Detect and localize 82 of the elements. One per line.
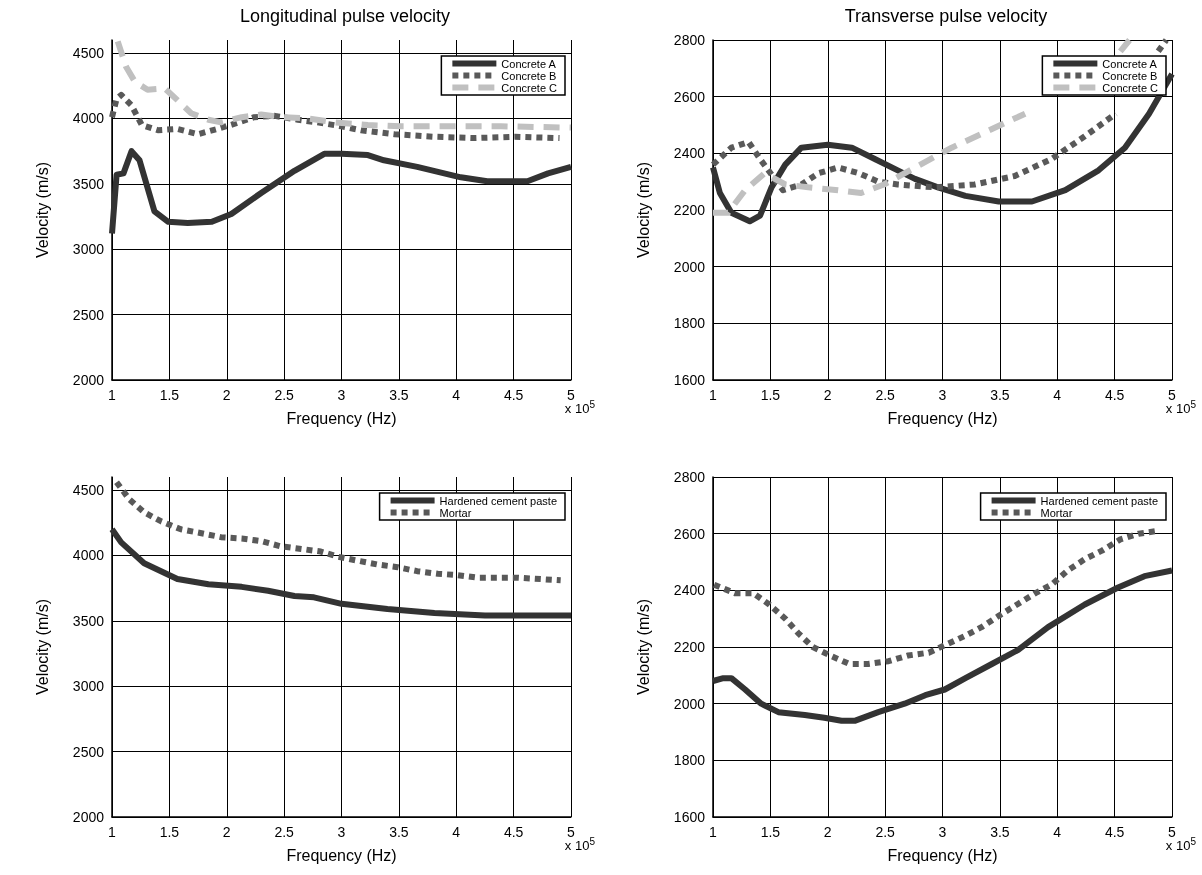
legend-label: Hardened cement paste (1040, 494, 1159, 507)
x-tick-label: 1.5 (760, 824, 781, 840)
x-tick-label: 5 (1168, 824, 1177, 840)
y-axis-title: Velocity (m/s) (634, 161, 652, 259)
x-tick-label: 1.5 (760, 387, 781, 403)
y-tick-label: 2000 (673, 258, 706, 275)
y-tick-label: 2500 (72, 743, 105, 760)
x-tick-label: 4 (1053, 824, 1062, 840)
y-axis-title: Velocity (m/s) (33, 161, 51, 259)
x-axis-title: Frequency (Hz) (286, 846, 397, 864)
x-tick-label: 1 (709, 387, 718, 403)
y-tick-label: 1800 (673, 752, 706, 769)
y-tick-label: 2800 (673, 32, 706, 48)
x-tick-label: 2 (823, 824, 832, 840)
y-tick-label: 2400 (673, 145, 706, 162)
x-tick-label: 1 (108, 387, 117, 403)
y-tick-label: 2000 (673, 695, 706, 712)
x-tick-label: 2.5 (274, 387, 295, 403)
y-tick-label: 3000 (72, 678, 105, 695)
legend-label: Concrete B (501, 69, 557, 82)
x-tick-label: 3 (938, 824, 947, 840)
x-tick-label: 2.5 (875, 387, 896, 403)
y-tick-label: 2600 (673, 88, 706, 105)
legend-label: Concrete A (501, 57, 557, 70)
x-tick-label: 1 (709, 824, 718, 840)
y-axis-title: Velocity (m/s) (634, 598, 652, 696)
x-tick-label: 1.5 (159, 387, 180, 403)
x-tick-label: 1.5 (159, 824, 180, 840)
chart-title: Transverse pulse velocity (844, 6, 1048, 26)
y-tick-label: 4000 (72, 547, 105, 564)
x-tick-label: 3 (938, 387, 947, 403)
x-tick-label: 1 (108, 824, 117, 840)
legend-label: Concrete B (1102, 69, 1158, 82)
x-tick-label: 3.5 (389, 387, 409, 403)
x-tick-label: 3 (337, 387, 346, 403)
y-tick-label: 2600 (673, 525, 706, 542)
x-axis-title: Frequency (Hz) (887, 846, 998, 864)
x-axis-title: Frequency (Hz) (887, 409, 998, 427)
x-tick-label: 5 (567, 824, 576, 840)
x-tick-label: 4.5 (1104, 387, 1125, 403)
x-tick-label: 5 (1168, 387, 1177, 403)
x-tick-label: 2.5 (274, 824, 295, 840)
y-tick-label: 3500 (72, 175, 105, 192)
x-tick-label: 2 (222, 387, 231, 403)
legend-label: Concrete A (1102, 57, 1158, 70)
y-tick-label: 3500 (72, 612, 105, 629)
legend-label: Concrete C (1102, 81, 1159, 94)
legend-label: Mortar (439, 506, 472, 519)
y-tick-label: 2400 (673, 582, 706, 599)
y-tick-label: 4500 (72, 45, 105, 62)
y-tick-label: 2000 (72, 372, 105, 388)
y-tick-label: 4500 (72, 482, 105, 499)
chart-title: Longitudinal pulse velocity (239, 6, 451, 26)
x-tick-label: 2 (222, 824, 231, 840)
x-tick-label: 3.5 (990, 387, 1010, 403)
x-tick-label: 3 (337, 824, 346, 840)
y-tick-label: 2200 (673, 202, 706, 218)
legend-label: Concrete C (501, 81, 558, 94)
y-tick-label: 2800 (673, 469, 706, 485)
x-tick-label: 4 (452, 387, 461, 403)
x-axis-title: Frequency (Hz) (286, 409, 397, 427)
y-tick-label: 2000 (72, 809, 105, 825)
x-tick-label: 4 (1053, 387, 1062, 403)
x-tick-label: 2.5 (875, 824, 896, 840)
y-axis-title: Velocity (m/s) (33, 598, 51, 696)
legend-label: Hardened cement paste (439, 494, 558, 507)
x-tick-label: 2 (823, 387, 832, 403)
y-tick-label: 2200 (673, 639, 706, 655)
y-tick-label: 3000 (72, 241, 105, 258)
x-tick-label: 3.5 (990, 824, 1010, 840)
y-tick-label: 4000 (72, 110, 105, 127)
y-tick-label: 1800 (673, 315, 706, 332)
y-tick-label: 1600 (673, 809, 706, 825)
x-tick-label: 4 (452, 824, 461, 840)
y-tick-label: 1600 (673, 372, 706, 388)
x-tick-label: 5 (567, 387, 576, 403)
x-tick-label: 4.5 (503, 387, 524, 403)
y-tick-label: 2500 (72, 306, 105, 323)
x-tick-label: 3.5 (389, 824, 409, 840)
x-tick-label: 4.5 (1104, 824, 1125, 840)
x-tick-label: 4.5 (503, 824, 524, 840)
legend-label: Mortar (1040, 506, 1073, 519)
